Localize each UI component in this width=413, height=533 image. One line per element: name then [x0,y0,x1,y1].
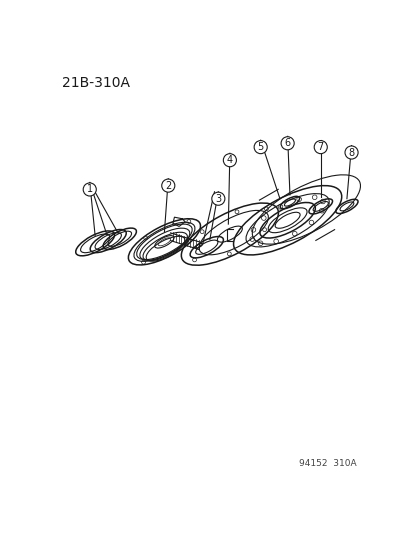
Text: 3: 3 [215,193,221,204]
Circle shape [313,141,327,154]
Text: 2: 2 [165,181,171,191]
Text: 94152  310A: 94152 310A [299,459,356,468]
Circle shape [254,141,266,154]
Text: 6: 6 [284,138,290,148]
Circle shape [161,179,174,192]
Circle shape [211,192,224,205]
Text: 1: 1 [86,184,93,195]
Text: 5: 5 [257,142,263,152]
Text: 8: 8 [348,148,354,158]
Text: 21B-310A: 21B-310A [62,76,130,90]
Circle shape [223,154,236,167]
Circle shape [280,137,294,150]
Text: 4: 4 [226,155,233,165]
Circle shape [83,183,96,196]
Circle shape [344,146,357,159]
Text: 7: 7 [317,142,323,152]
